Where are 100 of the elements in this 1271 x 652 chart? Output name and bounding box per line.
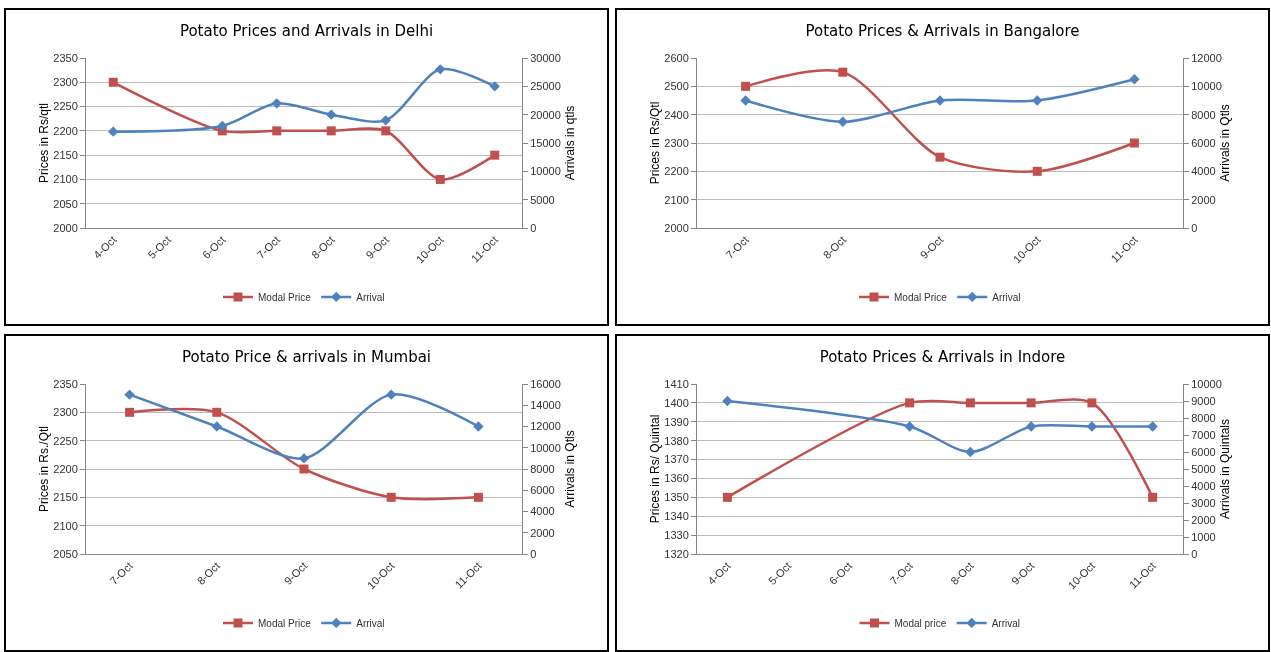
y2-tick-label: 5000 [530, 193, 555, 206]
y2-tick-label: 4000 [1191, 479, 1216, 492]
point [965, 446, 976, 458]
point [1025, 421, 1037, 432]
y2-tick-label: 15000 [530, 136, 561, 149]
y2-tick-label: 0 [530, 547, 537, 560]
y2-tick-label: 0 [530, 221, 537, 234]
y-tick-label: 2050 [53, 197, 78, 210]
point [108, 126, 119, 137]
y-tick-label: 2200 [53, 462, 78, 475]
chart-title: Potato Price & arrivals in Mumbai [181, 348, 432, 367]
y2-axis-title: Arrivals in Quintals [1217, 418, 1232, 520]
y-tick-label: 2500 [664, 80, 689, 93]
y-axis-title: Prices in Rs./Qtl [37, 425, 52, 513]
y-tick-label: 1390 [664, 415, 689, 428]
y2-tick-label: 1000 [1191, 530, 1216, 543]
chart-title: Potato Prices & Arrivals in Bangalore [805, 22, 1080, 41]
point [740, 95, 751, 106]
point [1086, 421, 1098, 432]
y2-tick-label: 30000 [530, 51, 561, 64]
y2-tick-label: 5000 [1191, 462, 1216, 475]
chart-title: Potato Prices and Arrivals in Delhi [179, 22, 434, 41]
point [838, 67, 848, 77]
y2-tick-label: 8000 [530, 462, 555, 475]
y-tick-label: 2250 [53, 100, 78, 113]
y-tick-label: 2000 [53, 221, 78, 234]
y2-tick-label: 14000 [530, 399, 561, 412]
legend-label: Modal Price [894, 291, 948, 303]
y2-axis-title: Arrivals in qtls [562, 105, 577, 181]
y-axis-title: Prices in Rs/Qtl [648, 101, 663, 185]
y-tick-label: 1350 [664, 491, 689, 504]
y-tick-label: 2600 [664, 51, 689, 64]
y2-tick-label: 8000 [1191, 108, 1216, 121]
point [741, 81, 751, 91]
point [1147, 421, 1158, 432]
point [124, 389, 135, 400]
point [326, 109, 337, 120]
y2-tick-label: 4000 [530, 505, 555, 518]
chart-title: Potato Prices & Arrivals in Indore [819, 348, 1066, 367]
legend-label: Modal Price [258, 617, 312, 629]
point [299, 464, 309, 474]
y-tick-label: 2150 [53, 148, 78, 161]
y2-tick-label: 6000 [530, 484, 555, 497]
point [489, 81, 500, 92]
point [490, 150, 500, 160]
y2-tick-label: 12000 [530, 420, 561, 433]
y-tick-label: 2350 [53, 377, 78, 390]
point [473, 492, 483, 502]
y2-tick-label: 2000 [530, 526, 555, 539]
point [298, 453, 310, 464]
y2-tick-label: 10000 [1191, 80, 1222, 93]
point [1032, 166, 1042, 176]
y-tick-label: 1340 [664, 510, 689, 523]
point [125, 407, 135, 417]
y-tick-label: 2300 [664, 136, 689, 149]
point [934, 95, 946, 106]
legend-label: Modal price [894, 617, 947, 629]
point [435, 174, 445, 184]
y-tick-label: 2000 [664, 221, 689, 234]
y-tick-label: 1400 [664, 396, 689, 409]
y2-tick-label: 7000 [1191, 428, 1216, 441]
y-tick-label: 2300 [53, 406, 78, 419]
y2-tick-label: 4000 [1191, 165, 1216, 178]
point [271, 98, 282, 109]
y-tick-label: 1410 [664, 377, 689, 390]
y2-tick-label: 6000 [1191, 136, 1216, 149]
y2-tick-label: 10000 [1191, 377, 1222, 390]
point [386, 492, 396, 502]
y-tick-label: 2350 [53, 51, 78, 64]
y2-tick-label: 20000 [530, 108, 561, 121]
point [212, 407, 222, 417]
y2-tick-label: 25000 [530, 80, 561, 93]
y2-tick-label: 0 [1191, 547, 1198, 560]
y2-tick-label: 10000 [530, 165, 561, 178]
point [722, 395, 733, 407]
point [1032, 95, 1043, 106]
y2-axis-title: Arrivals in Qtls [1217, 104, 1232, 182]
legend-label: Arrival [356, 291, 385, 303]
y-tick-label: 1380 [664, 434, 689, 447]
y2-tick-label: 9000 [1191, 394, 1216, 407]
point [935, 152, 945, 162]
y-tick-label: 2300 [53, 76, 78, 89]
point [380, 115, 391, 126]
y2-tick-label: 6000 [1191, 445, 1216, 458]
legend-label: Arrival [991, 617, 1020, 629]
point [217, 120, 228, 132]
y2-tick-label: 0 [1191, 221, 1198, 234]
y-axis-title: Prices in Rs/qtl [37, 102, 52, 184]
y2-tick-label: 16000 [530, 377, 561, 390]
y-tick-label: 2100 [53, 173, 78, 186]
y2-tick-label: 2000 [1191, 193, 1216, 206]
y-tick-label: 2100 [53, 519, 78, 532]
y2-tick-label: 2000 [1191, 513, 1216, 526]
y-axis-title: Prices in Rs/ Quintal [648, 414, 663, 524]
point [381, 126, 391, 136]
point [211, 421, 222, 432]
y-tick-label: 2200 [53, 124, 78, 137]
y-tick-label: 2250 [53, 434, 78, 447]
legend-label: Modal Price [258, 291, 312, 303]
point [1129, 138, 1139, 148]
